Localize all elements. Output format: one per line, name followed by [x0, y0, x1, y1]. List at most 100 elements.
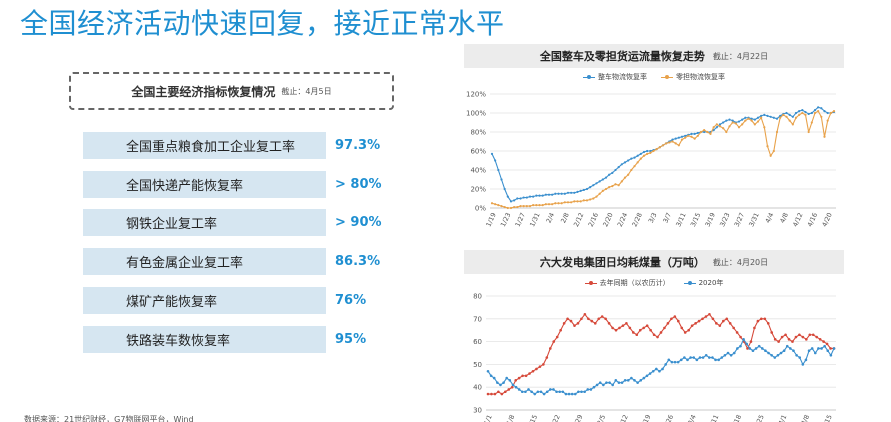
data-point — [554, 202, 557, 205]
data-point — [548, 347, 552, 350]
data-point — [554, 192, 557, 195]
legend-item: 去年同期（以农历计） — [584, 278, 670, 288]
data-point — [671, 140, 674, 143]
data-point — [642, 326, 645, 330]
data-point — [589, 388, 593, 391]
data-point — [570, 191, 573, 194]
data-point — [579, 200, 582, 203]
data-point — [538, 194, 541, 197]
data-point — [694, 322, 697, 325]
data-point — [789, 347, 792, 350]
data-point — [602, 383, 605, 387]
data-point — [541, 204, 544, 207]
data-point — [680, 138, 684, 141]
legend-item: 2020年 — [683, 278, 724, 288]
data-point — [539, 390, 543, 394]
data-point — [739, 344, 742, 348]
data-point — [566, 191, 570, 194]
data-point — [807, 112, 810, 116]
data-point — [779, 351, 783, 355]
legend-label: 零担物流恢复率 — [676, 73, 725, 81]
data-point — [649, 149, 652, 153]
data-point — [811, 333, 815, 337]
data-point — [489, 374, 493, 378]
y-tick-label: 30 — [473, 407, 482, 415]
data-point — [686, 358, 689, 362]
legend-label: 2020年 — [698, 279, 724, 287]
data-point — [531, 369, 535, 373]
data-point — [630, 376, 633, 380]
data-point — [701, 317, 704, 321]
x-tick-label: 4/8 — [778, 211, 790, 224]
data-point — [761, 347, 764, 350]
data-point — [608, 186, 611, 189]
chart-legend: 整车物流恢复率 零担物流恢复率 — [464, 72, 844, 82]
data-point — [636, 381, 639, 384]
data-point — [777, 340, 780, 343]
legend-item: 整车物流恢复率 — [583, 72, 647, 82]
data-point — [592, 184, 595, 187]
data-point — [791, 340, 794, 343]
data-point — [552, 388, 555, 391]
x-tick-label: 1/29 — [571, 413, 584, 422]
data-source-note: 数据来源：21世纪财经，G7物联网平台，Wind — [24, 415, 194, 422]
data-point — [551, 203, 554, 206]
data-point — [772, 116, 775, 119]
legend-marker-icon — [661, 74, 673, 80]
data-point — [704, 315, 708, 318]
data-point — [744, 119, 747, 122]
data-point — [677, 136, 680, 139]
data-point — [589, 198, 592, 201]
data-point — [645, 374, 649, 378]
freight-chart-plot: 0% 20% 40% 60% 80% 100% 120% 1/19 1/23 1/27 1/31 2/… — [466, 91, 836, 228]
indicator-label: 全国快递产能恢复率 — [83, 171, 326, 198]
x-tick-label: 1/8 — [505, 413, 517, 422]
data-point — [611, 326, 614, 330]
data-point — [763, 317, 767, 321]
data-point — [598, 180, 601, 183]
data-point — [770, 331, 774, 334]
data-point — [773, 338, 777, 341]
data-point — [585, 187, 589, 191]
data-point — [585, 199, 589, 202]
data-point — [731, 119, 734, 122]
x-tick-label: 3/15 — [689, 211, 702, 228]
data-point — [807, 349, 811, 353]
data-point — [541, 194, 544, 197]
y-tick-label: 20% — [470, 186, 486, 194]
data-point — [670, 317, 673, 321]
data-point — [737, 120, 741, 123]
data-point — [500, 392, 504, 396]
data-point — [728, 322, 732, 325]
data-point — [635, 333, 639, 337]
data-point — [772, 149, 775, 153]
data-point — [798, 356, 802, 359]
data-point — [655, 148, 658, 151]
data-point — [590, 319, 594, 323]
data-point — [536, 390, 540, 394]
data-point — [630, 157, 633, 160]
data-point — [617, 166, 620, 169]
data-point — [679, 358, 683, 362]
x-tick-label: 3/11 — [707, 413, 720, 422]
data-point — [490, 392, 493, 396]
data-point — [576, 200, 579, 203]
data-point — [507, 388, 511, 391]
data-point — [595, 182, 598, 185]
data-point — [677, 319, 680, 323]
data-point — [583, 312, 587, 316]
data-point — [696, 131, 699, 135]
data-point — [712, 126, 715, 129]
data-point — [808, 333, 812, 337]
data-point — [658, 369, 661, 373]
x-tick-label: 4/20 — [820, 211, 833, 228]
data-point — [769, 115, 772, 118]
data-point — [560, 192, 563, 195]
data-point — [664, 363, 667, 366]
data-point — [642, 376, 646, 380]
data-point — [611, 171, 614, 174]
data-point — [595, 195, 598, 198]
data-point — [748, 347, 752, 350]
data-point — [545, 390, 549, 394]
coal-chart-plot: 30 40 50 60 70 80 1/1 1/8 1/15 1/22 1/29 2/5 2/12 2/1… — [473, 293, 836, 422]
